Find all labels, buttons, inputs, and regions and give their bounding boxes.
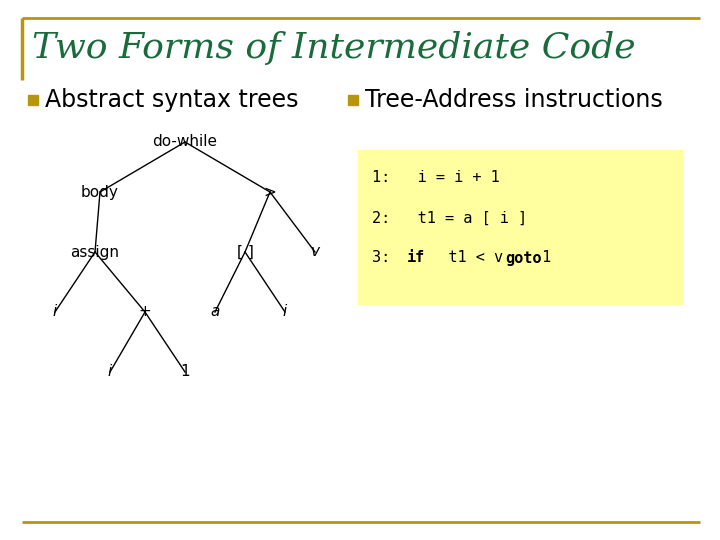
Text: 1: 1 xyxy=(180,364,190,380)
Bar xyxy=(358,150,683,305)
Bar xyxy=(28,95,38,105)
Bar xyxy=(348,95,358,105)
Text: i: i xyxy=(53,305,57,320)
Text: 1:   i = i + 1: 1: i = i + 1 xyxy=(372,171,500,186)
Text: if: if xyxy=(407,251,426,266)
Text: +: + xyxy=(139,305,151,320)
Text: 3:: 3: xyxy=(372,251,418,266)
Text: a: a xyxy=(210,305,220,320)
Text: Abstract syntax trees: Abstract syntax trees xyxy=(45,88,299,112)
Text: do-while: do-while xyxy=(153,134,217,150)
Text: assign: assign xyxy=(71,245,120,260)
Text: >: > xyxy=(264,185,276,199)
Text: Tree-Address instructions: Tree-Address instructions xyxy=(365,88,662,112)
Text: 2:   t1 = a [ i ]: 2: t1 = a [ i ] xyxy=(372,211,527,226)
Text: body: body xyxy=(81,185,119,199)
Text: 1: 1 xyxy=(533,251,552,266)
Text: i: i xyxy=(283,305,287,320)
Text: [ ]: [ ] xyxy=(237,245,253,260)
Text: Two Forms of Intermediate Code: Two Forms of Intermediate Code xyxy=(32,31,636,65)
Text: goto: goto xyxy=(505,251,541,266)
Text: i: i xyxy=(108,364,112,380)
Text: v: v xyxy=(310,245,320,260)
Text: t1 < v: t1 < v xyxy=(421,251,531,266)
